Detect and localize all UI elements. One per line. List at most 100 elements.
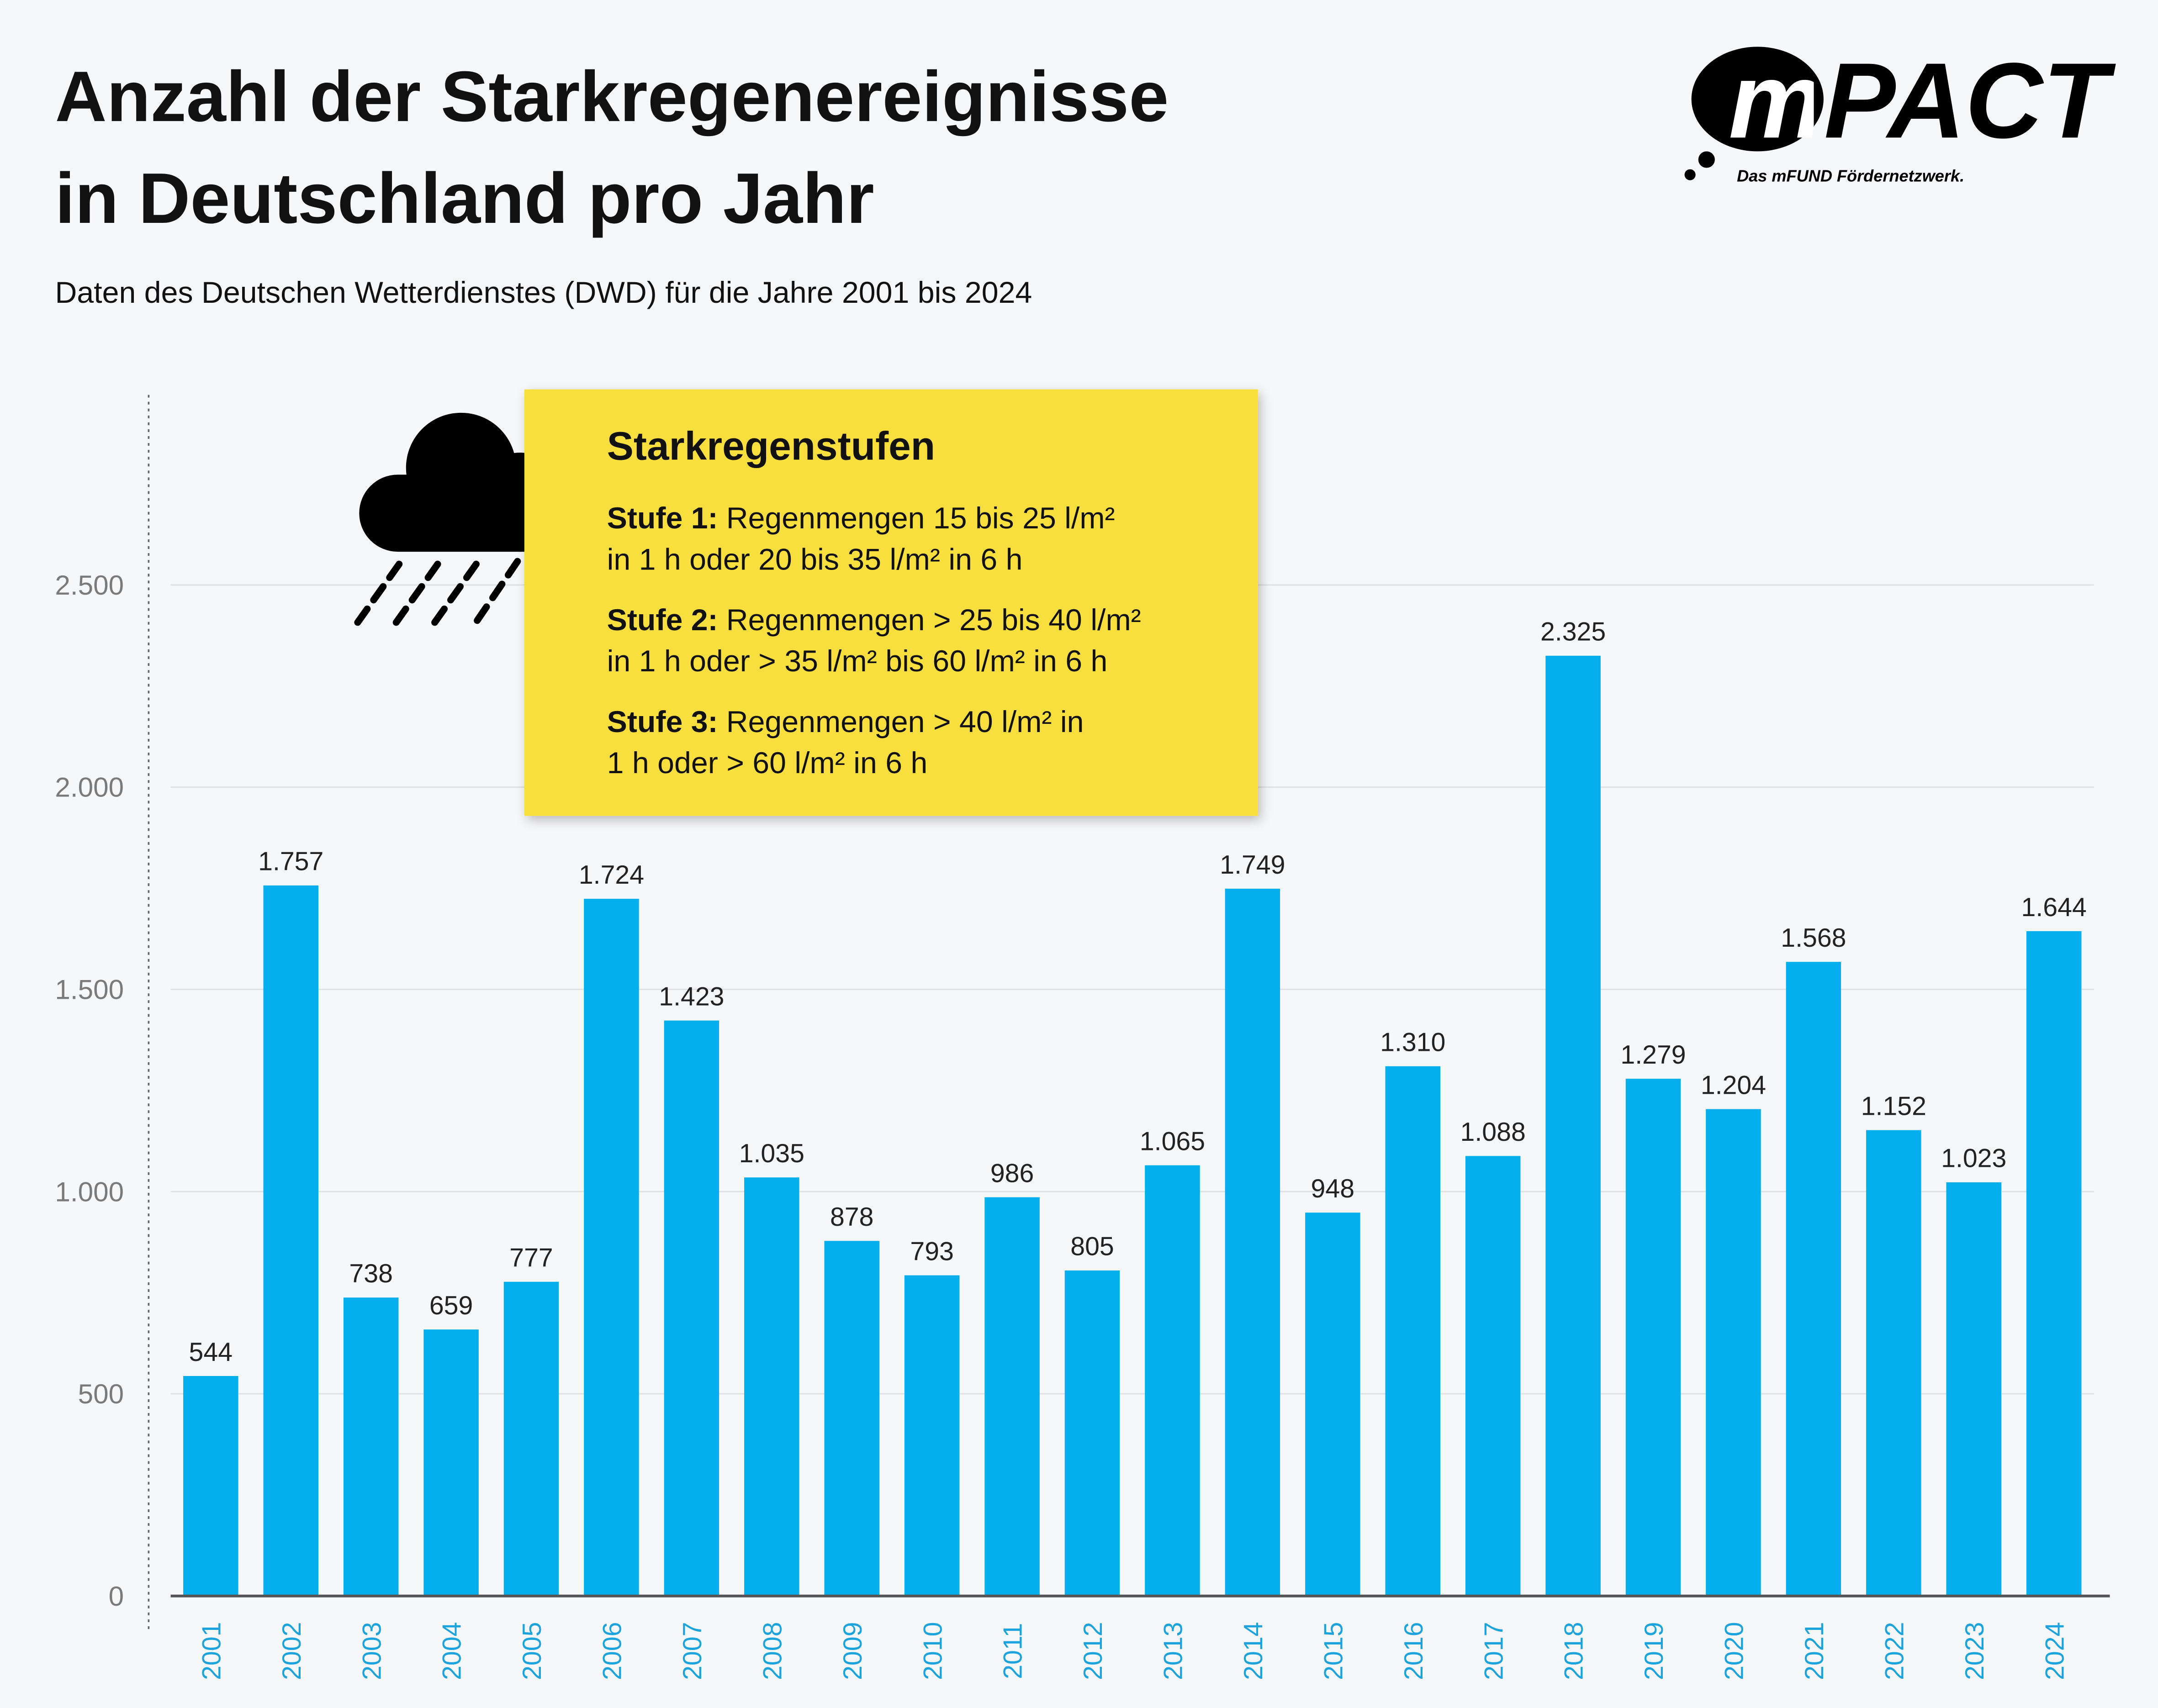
y-tick-label: 2.500	[55, 569, 124, 601]
x-tick-label: 2020	[1720, 1622, 1749, 1680]
info-label: Stufe 2:	[607, 603, 718, 637]
info-label: Stufe 3:	[607, 705, 718, 739]
bar	[503, 1281, 559, 1596]
bar	[1465, 1156, 1521, 1596]
x-tick-label: 2008	[758, 1622, 787, 1680]
rain-drop	[390, 560, 441, 630]
logo-dot	[1698, 151, 1715, 168]
bar	[984, 1197, 1040, 1596]
value-label: 878	[830, 1202, 874, 1232]
bar	[263, 885, 318, 1596]
value-label: 2.325	[1540, 617, 1606, 647]
x-tick-label: 2010	[918, 1622, 947, 1680]
chart-title: Anzahl der Starkregenereignisse	[55, 57, 1169, 137]
value-label: 986	[990, 1159, 1034, 1188]
x-tick-label: 2024	[2040, 1622, 2069, 1680]
info-line: Stufe 1: Regenmengen 15 bis 25 l/m²	[607, 501, 1115, 535]
logo-blob	[1691, 47, 1824, 152]
info-line: 1 h oder > 60 l/m² in 6 h	[607, 746, 928, 780]
info-line: in 1 h oder 20 bis 35 l/m² in 6 h	[607, 543, 1023, 576]
x-tick-label: 2004	[438, 1622, 467, 1680]
y-tick-label: 1.500	[55, 974, 124, 1005]
info-title: Starkregenstufen	[607, 423, 936, 468]
info-line: Stufe 3: Regenmengen > 40 l/m² in	[607, 705, 1084, 739]
x-tick-label: 2002	[277, 1622, 307, 1680]
info-text: Regenmengen > 40 l/m² in	[726, 705, 1084, 739]
value-label: 1.568	[1781, 923, 1846, 953]
cloud-part	[359, 474, 573, 552]
logo: mPACT Das mFUND Fördernetzwerk.	[1684, 40, 2116, 185]
x-tick-label: 2023	[1960, 1622, 1989, 1680]
bar	[1545, 655, 1601, 1596]
chart-title: in Deutschland pro Jahr	[55, 158, 874, 238]
bar	[1385, 1066, 1440, 1596]
y-tick-label: 500	[78, 1378, 124, 1409]
x-tick-label: 2013	[1159, 1622, 1188, 1680]
info-box-bg	[524, 389, 1258, 816]
info-label: Stufe 1:	[607, 501, 718, 535]
bar	[343, 1297, 399, 1596]
value-label: 805	[1070, 1232, 1114, 1261]
value-label: 1.724	[579, 860, 644, 890]
x-tick-label: 2012	[1079, 1622, 1108, 1680]
y-tick-label: 1.000	[55, 1176, 124, 1207]
value-label: 1.088	[1460, 1118, 1526, 1147]
bar	[1064, 1270, 1120, 1596]
bar	[1786, 962, 1841, 1596]
value-label: 544	[189, 1338, 233, 1367]
y-tick-label: 0	[109, 1581, 124, 1612]
rain-icon	[351, 412, 573, 630]
bar	[1145, 1165, 1200, 1596]
value-label: 1.065	[1140, 1127, 1205, 1156]
bar	[584, 899, 639, 1596]
bar	[1305, 1212, 1360, 1596]
value-label: 948	[1311, 1174, 1355, 1203]
bar	[664, 1020, 719, 1596]
value-label: 1.023	[1941, 1144, 2006, 1173]
x-tick-label: 2016	[1399, 1622, 1428, 1680]
value-label: 1.757	[258, 847, 323, 876]
x-tick-label: 2011	[999, 1623, 1028, 1679]
info-box: Starkregenstufen Stufe 1: Regenmengen 15 …	[524, 389, 1258, 816]
bar	[904, 1275, 960, 1596]
bar	[2026, 931, 2082, 1596]
x-tick-label: 2001	[197, 1622, 226, 1680]
value-label: 1.423	[659, 982, 724, 1011]
value-label: 1.279	[1620, 1040, 1686, 1070]
bar	[744, 1177, 799, 1596]
value-label: 659	[429, 1291, 473, 1320]
value-label: 1.204	[1701, 1070, 1766, 1100]
rain-drop	[428, 560, 480, 630]
info-text: Regenmengen > 25 bis 40 l/m²	[726, 603, 1141, 637]
info-text: Regenmengen 15 bis 25 l/m²	[726, 501, 1115, 535]
x-tick-label: 2019	[1640, 1622, 1669, 1680]
rain-drop	[351, 560, 403, 630]
value-label: 777	[509, 1244, 553, 1273]
value-label: 793	[910, 1237, 954, 1266]
value-label: 1.152	[1861, 1091, 1926, 1121]
bar	[1706, 1109, 1761, 1596]
x-tick-label: 2003	[357, 1622, 386, 1680]
bar	[1946, 1182, 2001, 1596]
y-tick-label: 2.000	[55, 772, 124, 803]
info-line: in 1 h oder > 35 l/m² bis 60 l/m² in 6 h	[607, 644, 1108, 678]
plot: 0 500 1.000 1.500 2.000 2.500 544 2001 1.757 2002…	[55, 395, 2110, 1680]
x-tick-label: 2009	[838, 1622, 867, 1680]
x-tick-label: 2005	[518, 1622, 547, 1680]
rain	[351, 558, 521, 630]
bar	[1625, 1079, 1681, 1596]
bar	[824, 1241, 879, 1596]
bar	[1225, 888, 1280, 1596]
bar	[423, 1329, 479, 1596]
x-tick-label: 2006	[598, 1622, 627, 1680]
value-label: 1.310	[1380, 1028, 1445, 1057]
logo-name: mPACT	[1729, 40, 2116, 160]
logo-tagline: Das mFUND Fördernetzwerk.	[1737, 167, 1964, 185]
x-tick-label: 2014	[1239, 1622, 1268, 1680]
bar	[1866, 1130, 1921, 1596]
value-label: 738	[349, 1259, 393, 1288]
x-tick-label: 2007	[678, 1622, 707, 1680]
bar	[183, 1376, 238, 1596]
x-tick-label: 2022	[1880, 1622, 1909, 1680]
